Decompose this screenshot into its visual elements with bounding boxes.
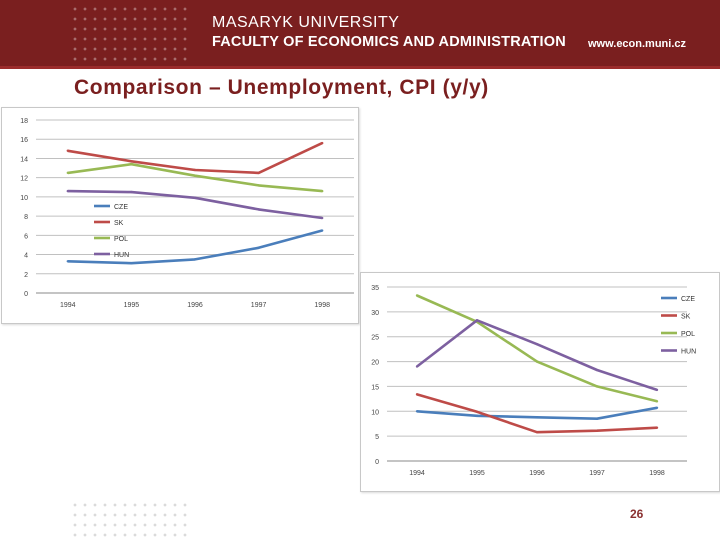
x-tick-label: 1998	[649, 470, 665, 477]
data-point-pol	[535, 360, 539, 363]
data-point-hun	[130, 190, 133, 194]
data-point-pol	[321, 189, 324, 193]
header-divider	[0, 66, 720, 69]
data-point-cze	[655, 406, 659, 410]
data-point-sk	[193, 168, 197, 172]
x-tick-label: 1998	[314, 302, 330, 309]
unemployment-chart: 0 2 4 6 8 10 12 14 16 18 1994 1995 1996 1997 1998 CZE SK…	[1, 107, 359, 324]
y-tick-label: 12	[20, 176, 28, 183]
data-point-hun	[257, 208, 260, 211]
series-line-hun	[416, 318, 658, 392]
legend-label-pol: POL	[681, 331, 695, 338]
cpi-chart: 0 5 10 15 20 25 30 35 1994 1995 1996 1997 1998 CZE SK P…	[360, 272, 720, 492]
data-point-cze	[257, 246, 260, 250]
data-point-pol	[130, 163, 133, 166]
data-point-sk	[535, 430, 539, 434]
y-tick-label: 8	[24, 214, 28, 221]
data-point-hun	[193, 196, 197, 200]
legend-label-pol: POL	[114, 236, 128, 243]
data-point-sk	[66, 149, 70, 152]
data-point-hun	[595, 368, 599, 372]
y-tick-label: 18	[20, 118, 28, 125]
data-point-hun	[475, 319, 479, 322]
faculty-name: FACULTY OF ECONOMICS AND ADMINISTRATION	[212, 34, 566, 50]
legend-label-cze: CZE	[114, 204, 128, 211]
series-line-hun	[67, 189, 323, 220]
data-point-hun	[655, 388, 659, 392]
y-tick-label: 35	[371, 285, 379, 292]
y-tick-label: 6	[24, 233, 28, 240]
y-tick-label: 0	[375, 459, 379, 466]
website-link[interactable]: www.econ.muni.cz	[588, 38, 686, 50]
data-point-pol	[193, 174, 197, 177]
legend-label-cze: CZE	[681, 296, 695, 303]
data-point-hun	[66, 189, 70, 193]
legend-label-hun: HUN	[114, 252, 129, 259]
x-tick-label: 1997	[589, 470, 605, 477]
data-point-pol	[257, 184, 260, 187]
x-tick-label: 1994	[60, 302, 76, 309]
x-tick-label: 1995	[124, 302, 140, 309]
header-banner: MASARYK UNIVERSITY FACULTY OF ECONOMICS …	[0, 0, 720, 66]
y-tick-label: 10	[371, 409, 379, 416]
y-tick-label: 0	[24, 291, 28, 298]
data-point-pol	[655, 400, 659, 403]
data-point-sk	[475, 410, 479, 413]
y-tick-label: 14	[20, 156, 28, 163]
y-tick-label: 25	[371, 335, 379, 342]
legend-label-hun: HUN	[681, 349, 696, 356]
data-point-hun	[535, 342, 539, 346]
x-tick-label: 1994	[409, 470, 425, 477]
data-point-sk	[415, 393, 419, 396]
cpi-chart-svg: 0 5 10 15 20 25 30 35 1994 1995 1996 1997 1998 CZE SK P…	[371, 285, 696, 477]
page-number: 26	[630, 507, 644, 521]
data-point-sk	[655, 426, 659, 429]
data-point-sk	[257, 171, 260, 175]
data-point-hun	[321, 216, 324, 220]
y-tick-label: 4	[24, 253, 28, 260]
data-point-sk	[595, 429, 599, 432]
y-tick-label: 30	[371, 310, 379, 317]
y-tick-label: 20	[371, 360, 379, 367]
data-point-pol	[66, 171, 70, 175]
slide-title: Comparison – Unemployment, CPI (y/y)	[74, 76, 489, 99]
legend-label-sk: SK	[114, 220, 124, 227]
unemployment-chart-svg: 0 2 4 6 8 10 12 14 16 18 1994 1995 1996 1997 1998 CZE SK…	[20, 118, 354, 309]
x-tick-label: 1995	[469, 470, 485, 477]
data-point-cze	[130, 262, 133, 265]
data-point-pol	[415, 294, 419, 297]
data-point-cze	[535, 416, 539, 419]
data-point-cze	[193, 258, 197, 261]
y-tick-label: 5	[375, 434, 379, 441]
dot-pattern-logo	[70, 4, 190, 66]
data-point-cze	[595, 417, 599, 420]
legend-label-sk: SK	[681, 314, 691, 321]
data-point-cze	[66, 260, 70, 263]
data-point-cze	[321, 229, 324, 232]
y-tick-label: 2	[24, 272, 28, 279]
y-tick-label: 15	[371, 384, 379, 391]
data-point-sk	[130, 160, 133, 163]
data-point-cze	[415, 410, 419, 413]
data-point-cze	[475, 414, 479, 417]
y-tick-label: 10	[20, 195, 28, 202]
y-tick-label: 16	[20, 137, 28, 144]
data-point-hun	[415, 365, 419, 368]
footer-dot-pattern	[70, 500, 190, 540]
data-point-sk	[321, 141, 324, 145]
x-tick-label: 1996	[187, 302, 203, 309]
x-tick-label: 1997	[251, 302, 267, 309]
data-point-pol	[595, 385, 599, 388]
university-name: MASARYK UNIVERSITY	[212, 14, 400, 31]
x-tick-label: 1996	[529, 470, 545, 477]
